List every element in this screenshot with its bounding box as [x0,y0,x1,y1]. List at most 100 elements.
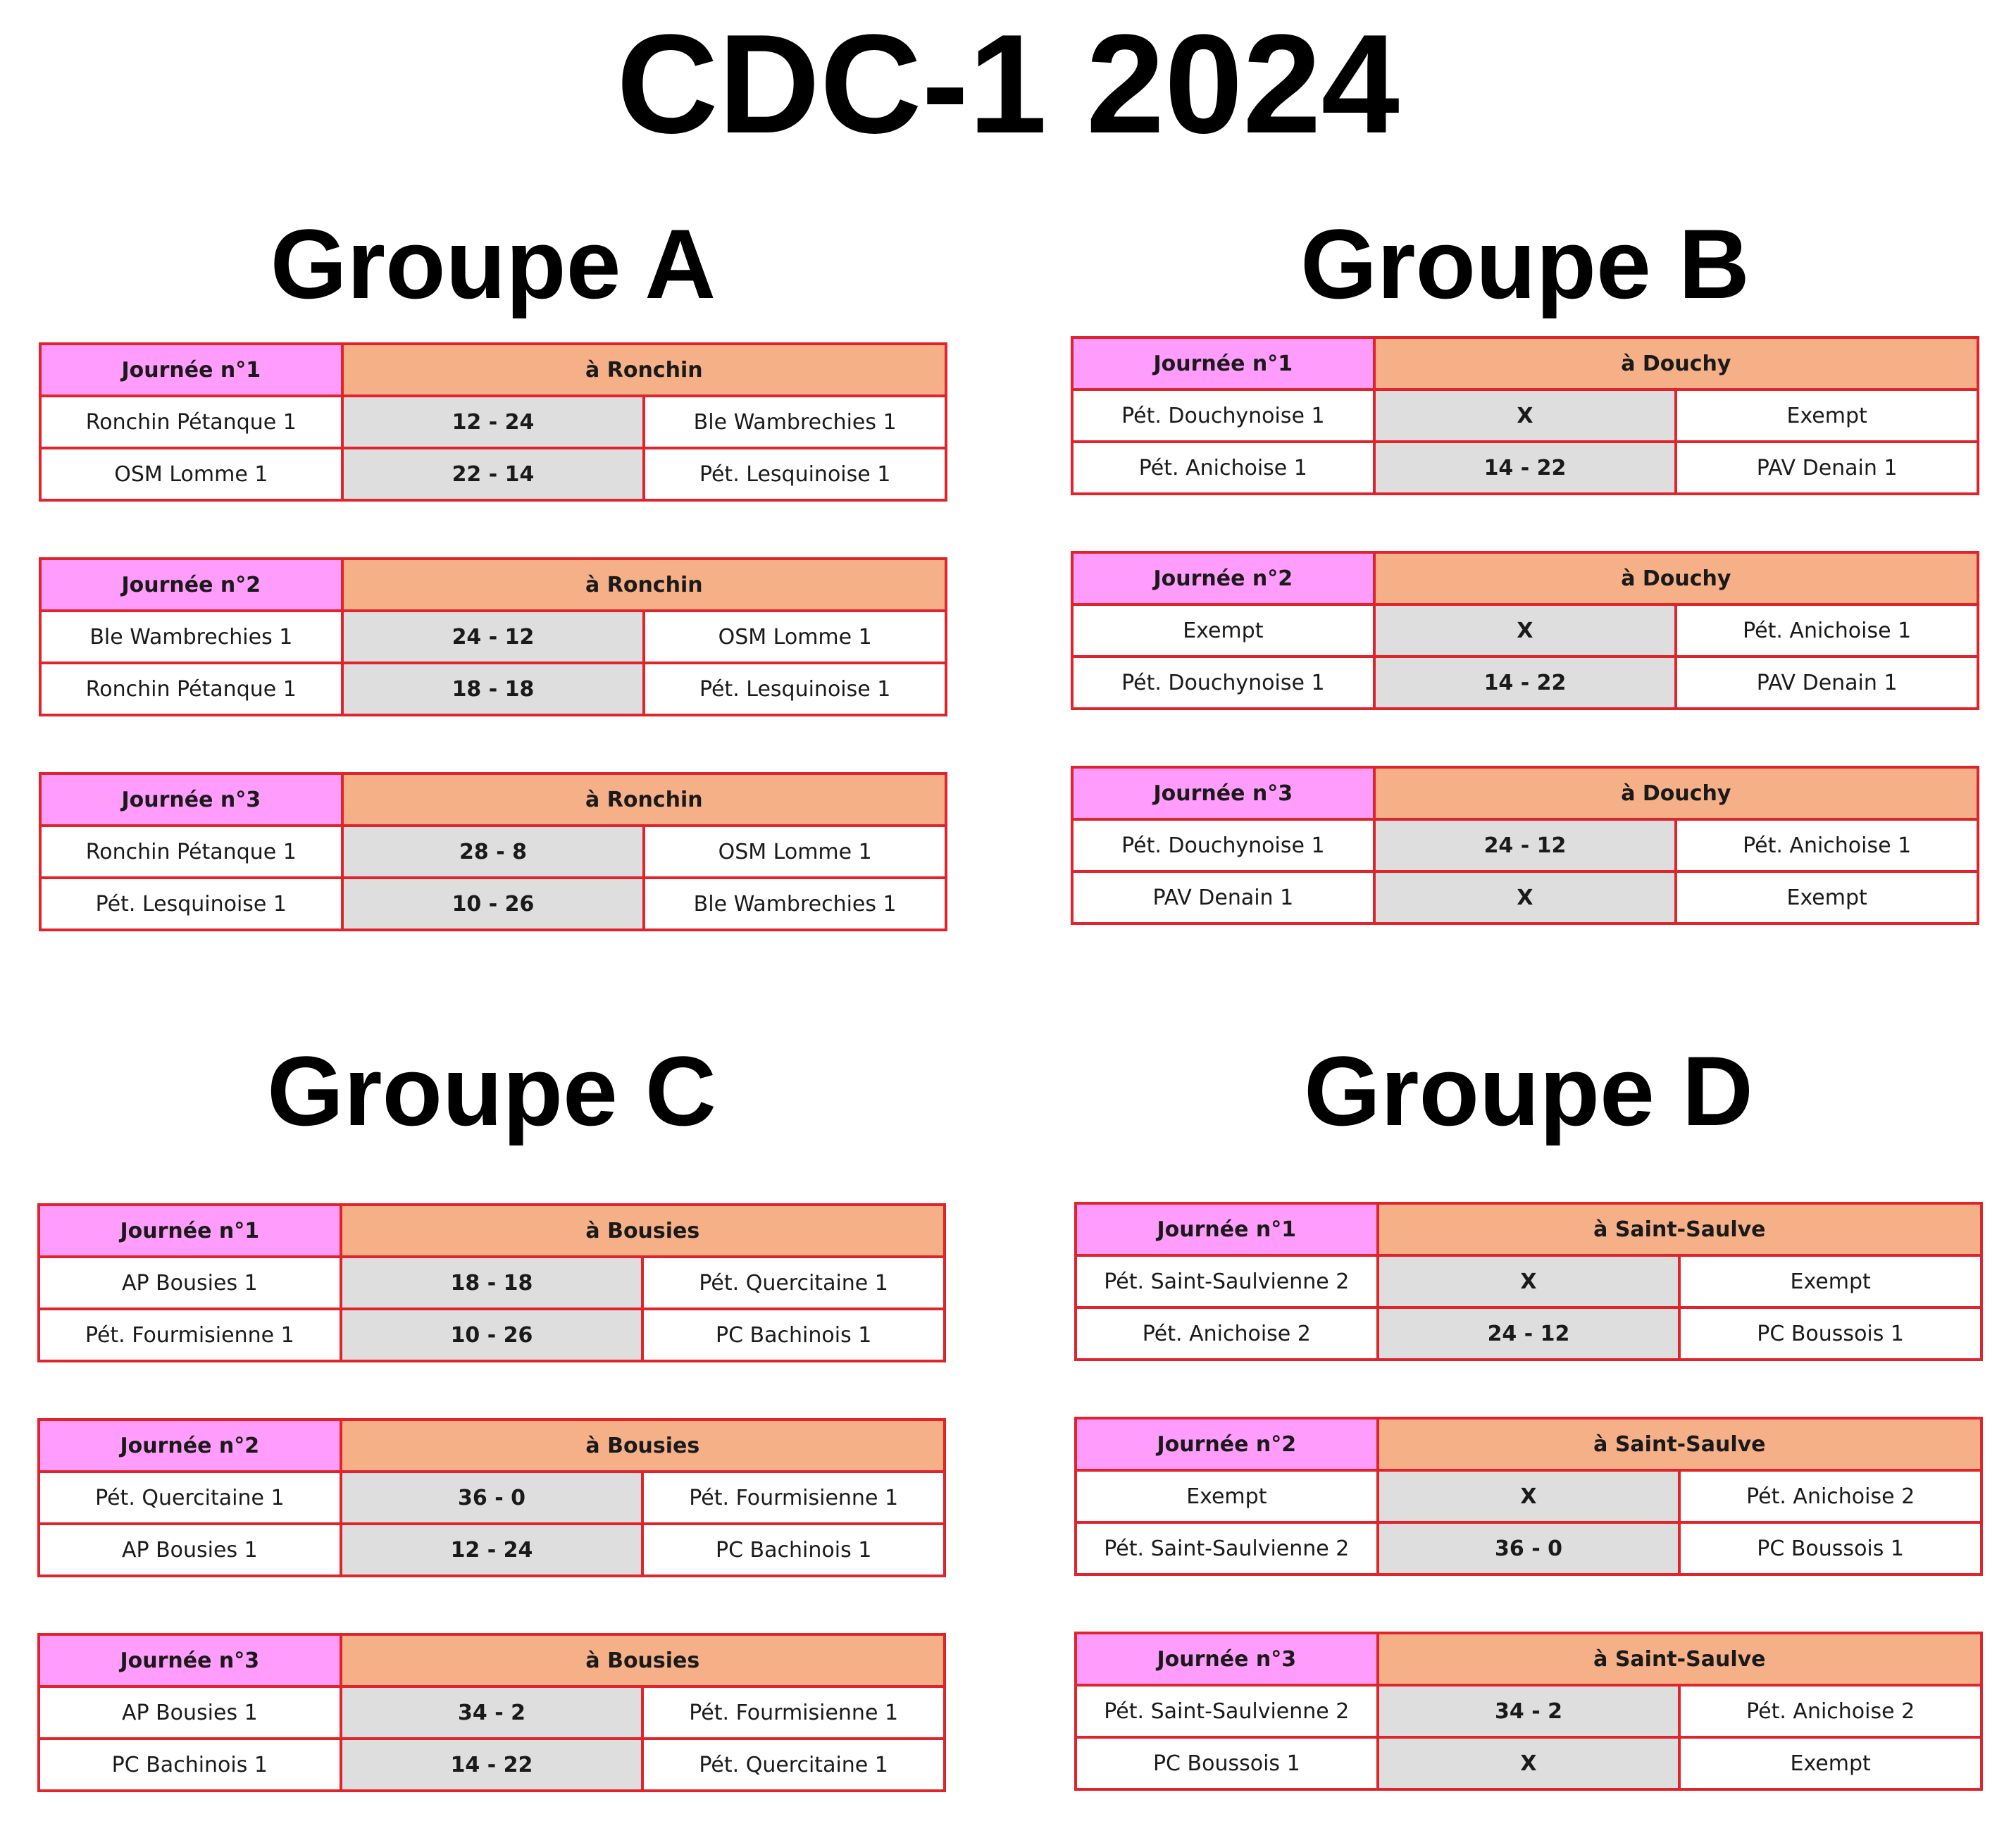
match-row: Pét. Lesquinoise 1 10 - 26 Ble Wambrechi… [39,876,947,931]
match-score: 18 - 18 [340,662,646,716]
round-label: Journée n°2 [1074,1417,1379,1472]
away-team: Pét. Anichoise 2 [1678,1469,1983,1524]
round-header: Journée n°1 à Ronchin [39,342,948,397]
round-table: Journée n°3 à Ronchin Ronchin Pétanque 1… [39,772,948,931]
home-team: Pét. Fourmisienne 1 [37,1308,342,1362]
away-team: PAV Denain 1 [1674,440,1979,495]
away-team: Exempt [1678,1736,1983,1791]
away-team: PC Boussois 1 [1678,1306,1983,1361]
away-team: Pét. Lesquinoise 1 [642,662,947,716]
round-label: Journée n°3 [39,772,344,827]
home-team: Pét. Douchynoise 1 [1071,388,1376,443]
match-score: 12 - 24 [340,395,646,449]
round-header: Journée n°3 à Ronchin [39,772,948,827]
home-team: Pét. Anichoise 1 [1071,440,1376,495]
group-d: Groupe D Journée n°1 à Saint-Saulve Pét.… [1074,1038,1984,1813]
group-a: Groupe A Journée n°1 à Ronchin Ronchin P… [39,209,948,937]
away-team: OSM Lomme 1 [642,824,947,879]
round-venue: à Saint-Saulve [1376,1417,1984,1472]
home-team: PC Bachinois 1 [37,1737,342,1792]
round-header: Journée n°3 à Douchy [1071,766,1980,821]
away-team: Pét. Fourmisienne 1 [641,1685,946,1740]
away-team: Pét. Quercitaine 1 [641,1737,946,1792]
home-team: Ble Wambrechies 1 [39,609,344,664]
round-label: Journée n°2 [1071,551,1376,606]
match-row: AP Bousies 1 12 - 24 PC Bachinois 1 [37,1522,946,1577]
round-table: Journée n°1 à Bousies AP Bousies 1 18 - … [37,1203,947,1362]
round-table: Journée n°2 à Bousies Pét. Quercitaine 1… [37,1418,947,1577]
round-venue: à Douchy [1372,551,1980,606]
round-header: Journée n°1 à Douchy [1071,336,1980,391]
match-score: 24 - 12 [340,609,646,664]
round-venue: à Douchy [1372,766,1980,821]
away-team: PC Bachinois 1 [641,1522,946,1577]
match-row: Pét. Douchynoise 1 24 - 12 Pét. Anichois… [1071,818,1979,873]
match-score: 34 - 2 [1376,1684,1681,1739]
home-team: AP Bousies 1 [37,1522,342,1577]
match-row: Pét. Douchynoise 1 14 - 22 PAV Denain 1 [1071,655,1979,710]
match-score: 14 - 22 [1372,655,1678,710]
away-team: OSM Lomme 1 [642,609,947,664]
home-team: Exempt [1074,1469,1379,1524]
round-header: Journée n°2 à Bousies [37,1418,947,1473]
home-team: OSM Lomme 1 [39,447,344,502]
group-title: Groupe A [270,209,716,319]
match-row: Ronchin Pétanque 1 12 - 24 Ble Wambrechi… [39,395,947,449]
match-row: AP Bousies 1 18 - 18 Pét. Quercitaine 1 [37,1255,946,1310]
round-table: Journée n°3 à Douchy Pét. Douchynoise 1 … [1071,766,1980,925]
home-team: Pét. Lesquinoise 1 [39,876,344,931]
match-score: X [1372,603,1678,658]
match-row: OSM Lomme 1 22 - 14 Pét. Lesquinoise 1 [39,447,947,502]
round-table: Journée n°1 à Douchy Pét. Douchynoise 1 … [1071,336,1980,495]
match-score: 24 - 12 [1372,818,1678,873]
round-venue: à Ronchin [340,772,948,827]
match-row: Exempt X Pét. Anichoise 2 [1074,1469,1983,1524]
round-venue: à Bousies [339,1633,947,1688]
away-team: Pét. Anichoise 2 [1678,1684,1983,1739]
round-header: Journée n°1 à Saint-Saulve [1074,1202,1984,1257]
round-label: Journée n°2 [37,1418,342,1473]
home-team: AP Bousies 1 [37,1255,342,1310]
match-row: Ble Wambrechies 1 24 - 12 OSM Lomme 1 [39,609,947,664]
match-score: X [1376,1254,1681,1309]
round-header: Journée n°3 à Saint-Saulve [1074,1632,1984,1687]
away-team: Ble Wambrechies 1 [642,876,947,931]
round-label: Journée n°2 [39,557,344,612]
round-venue: à Ronchin [340,342,948,397]
away-team: Pét. Fourmisienne 1 [641,1470,946,1525]
match-row: Pét. Saint-Saulvienne 2 X Exempt [1074,1254,1983,1309]
round-header: Journée n°1 à Bousies [37,1203,947,1258]
round-label: Journée n°1 [1074,1202,1379,1257]
home-team: Exempt [1071,603,1376,658]
round-header: Journée n°2 à Ronchin [39,557,948,612]
match-row: Ronchin Pétanque 1 28 - 8 OSM Lomme 1 [39,824,947,879]
home-team: PC Boussois 1 [1074,1736,1379,1791]
round-table: Journée n°3 à Bousies AP Bousies 1 34 - … [37,1633,947,1792]
home-team: AP Bousies 1 [37,1685,342,1740]
away-team: Pét. Lesquinoise 1 [642,447,947,502]
home-team: Pét. Anichoise 2 [1074,1306,1379,1361]
match-score: X [1376,1469,1681,1524]
group-c: Groupe C Journée n°1 à Bousies AP Bousie… [37,1038,947,1813]
match-score: 12 - 24 [339,1522,645,1577]
match-score: 14 - 22 [339,1737,645,1792]
home-team: Pét. Saint-Saulvienne 2 [1074,1254,1379,1309]
match-row: Pét. Saint-Saulvienne 2 36 - 0 PC Bousso… [1074,1521,1983,1576]
match-score: X [1372,870,1678,925]
round-label: Journée n°1 [37,1203,342,1258]
away-team: Pét. Quercitaine 1 [641,1255,946,1310]
round-label: Journée n°1 [39,342,344,397]
match-score: 14 - 22 [1372,440,1678,495]
match-score: 10 - 26 [339,1308,645,1362]
match-row: Pét. Anichoise 2 24 - 12 PC Boussois 1 [1074,1306,1983,1361]
away-team: Pét. Anichoise 1 [1674,818,1979,873]
round-venue: à Bousies [339,1418,947,1473]
round-table: Journée n°2 à Ronchin Ble Wambrechies 1 … [39,557,948,716]
round-label: Journée n°1 [1071,336,1376,391]
round-venue: à Bousies [339,1203,947,1258]
round-venue: à Saint-Saulve [1376,1202,1984,1257]
away-team: Exempt [1674,388,1979,443]
round-venue: à Ronchin [340,557,948,612]
home-team: Ronchin Pétanque 1 [39,662,344,716]
match-row: Pét. Quercitaine 1 36 - 0 Pét. Fourmisie… [37,1470,946,1525]
